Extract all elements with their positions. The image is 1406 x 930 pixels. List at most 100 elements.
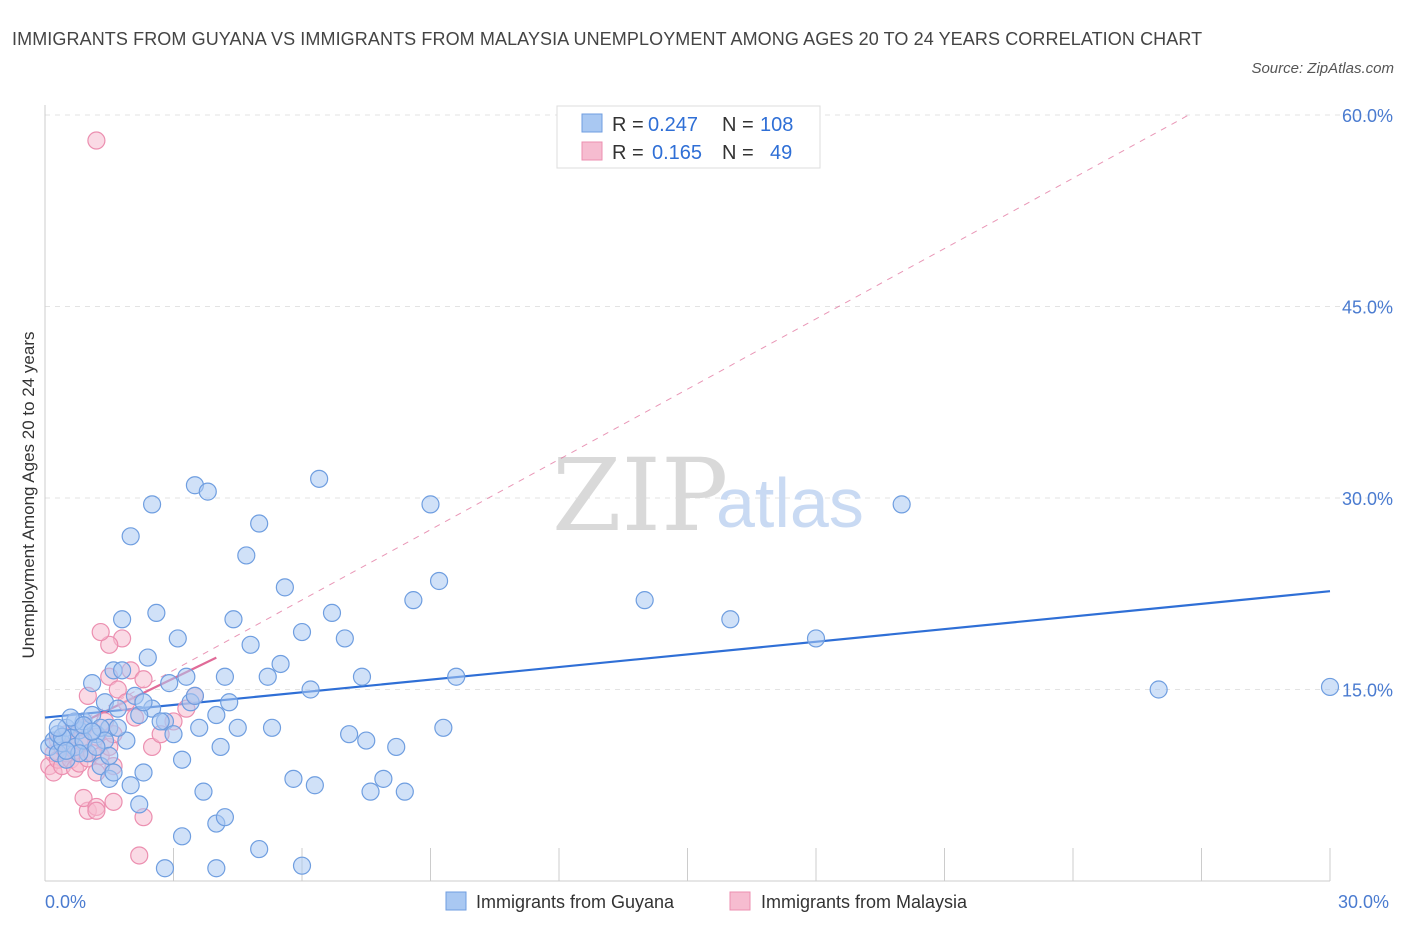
point-guyana-79 (292, 856, 312, 875)
x-tick-label-max: 30.0% (1338, 892, 1389, 912)
x-tick-label-min: 0.0% (45, 892, 86, 912)
bottom-legend: Immigrants from Guyana Immigrants from M… (445, 891, 968, 912)
point-guyana-94 (635, 591, 654, 610)
point-guyana-102 (83, 722, 102, 741)
point-guyana-42 (220, 693, 239, 712)
point-malaysia-33 (134, 670, 153, 689)
point-guyana-29 (160, 674, 179, 693)
point-guyana-46 (241, 635, 260, 654)
point-malaysia-40 (91, 622, 110, 642)
point-guyana-18 (108, 699, 127, 718)
point-guyana-45 (237, 546, 256, 565)
legend-n-label-malaysia: N = (722, 142, 754, 164)
point-guyana-43 (224, 610, 243, 629)
watermark-zip: ZIP (552, 437, 728, 554)
trend-lines (44, 114, 1331, 742)
bottom-legend-swatch-malaysia (729, 891, 751, 911)
point-guyana-70 (447, 667, 466, 686)
point-guyana-105 (151, 712, 170, 731)
point-guyana-71 (121, 527, 140, 546)
point-guyana-106 (185, 686, 205, 705)
series-guyana-points (40, 469, 1340, 878)
legend-swatch-malaysia (581, 141, 603, 161)
point-guyana-33 (177, 667, 196, 686)
point-guyana-78 (250, 839, 269, 859)
watermark: ZIP atlas (552, 437, 864, 554)
point-malaysia-42 (74, 788, 93, 808)
point-guyana-62 (361, 782, 380, 801)
point-guyana-74 (172, 827, 192, 846)
point-malaysia-47 (87, 801, 106, 820)
point-guyana-21 (121, 776, 140, 795)
point-guyana-31 (168, 629, 187, 648)
point-malaysia-45 (130, 846, 149, 865)
point-guyana-95 (721, 610, 740, 629)
bottom-legend-swatch-guyana (445, 891, 467, 911)
point-guyana-25 (138, 648, 157, 667)
point-guyana-61 (357, 731, 376, 750)
y-tick-label-60: 60.0% (1342, 106, 1393, 126)
point-guyana-97 (892, 495, 911, 514)
point-guyana-19 (112, 610, 132, 629)
point-guyana-54 (301, 680, 320, 699)
point-guyana-49 (262, 718, 282, 737)
point-guyana-63 (374, 769, 393, 788)
point-guyana-107 (48, 718, 67, 737)
point-guyana-24 (134, 763, 153, 782)
bottom-legend-label-malaysia: Immigrants from Malaysia (761, 892, 968, 912)
point-guyana-68 (429, 571, 449, 591)
point-malaysia-28 (108, 680, 127, 699)
point-guyana-103 (112, 661, 132, 680)
point-guyana-48 (258, 667, 277, 686)
legend-r-value-guyana: 0.247 (648, 114, 698, 136)
point-guyana-30 (164, 725, 183, 744)
y-tick-label-45: 45.0% (1342, 298, 1393, 318)
stats-legend: R = 0.247 N = 108 R = 0.165 N = 49 (556, 105, 821, 169)
point-guyana-53 (292, 622, 312, 642)
legend-n-value-malaysia: 49 (770, 142, 792, 164)
point-guyana-23 (130, 795, 149, 814)
point-guyana-69 (434, 718, 453, 737)
trend-line-malaysia-dashed (44, 114, 1189, 742)
y-tick-labels: 15.0% 30.0% 45.0% 60.0% (1342, 106, 1393, 701)
watermark-atlas: atlas (716, 464, 864, 542)
point-guyana-55 (305, 776, 324, 795)
point-guyana-20 (117, 731, 136, 750)
point-guyana-50 (271, 654, 290, 674)
point-guyana-96 (806, 629, 826, 648)
point-guyana-88 (104, 763, 123, 782)
point-guyana-80 (155, 859, 175, 878)
bottom-legend-label-guyana: Immigrants from Guyana (476, 892, 675, 912)
point-guyana-52 (284, 769, 303, 788)
point-guyana-41 (215, 667, 234, 686)
y-tick-label-30: 30.0% (1342, 489, 1393, 509)
point-malaysia-34 (142, 737, 162, 757)
point-guyana-72 (142, 495, 162, 514)
legend-r-label-malaysia: R = (612, 142, 644, 164)
point-guyana-66 (404, 591, 423, 610)
chart-title: IMMIGRANTS FROM GUYANA VS IMMIGRANTS FRO… (12, 29, 1203, 49)
point-guyana-86 (108, 718, 127, 737)
point-malaysia-39 (100, 635, 119, 654)
legend-r-value-malaysia: 0.165 (652, 142, 702, 164)
point-guyana-98 (1149, 680, 1168, 699)
point-guyana-99 (1320, 677, 1340, 697)
point-guyana-44 (228, 718, 247, 737)
point-guyana-90 (87, 737, 106, 757)
point-guyana-58 (335, 629, 354, 648)
point-malaysia-44 (104, 792, 123, 811)
point-guyana-38 (198, 482, 217, 501)
point-guyana-65 (395, 782, 414, 801)
legend-r-label-guyana: R = (612, 114, 644, 136)
legend-n-label-guyana: N = (722, 114, 754, 136)
x-tick-marks (173, 848, 1331, 881)
point-guyana-67 (421, 495, 440, 514)
point-guyana-27 (147, 603, 166, 623)
point-guyana-77 (207, 859, 226, 878)
point-guyana-39 (207, 705, 226, 725)
point-guyana-100 (57, 741, 76, 760)
point-guyana-81 (83, 674, 102, 693)
y-tick-label-15: 15.0% (1342, 681, 1393, 701)
point-guyana-40 (211, 737, 230, 757)
